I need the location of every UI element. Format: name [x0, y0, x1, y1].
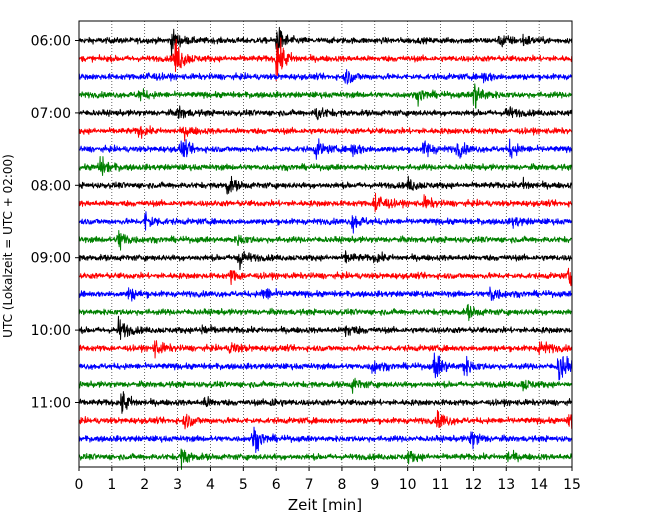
trace-line-0745 — [78, 155, 573, 176]
trace-line-1045 — [78, 377, 573, 394]
trace-line-0915 — [78, 267, 573, 287]
trace-line-0630 — [78, 69, 573, 85]
x-tick-label: 5 — [239, 477, 248, 493]
y-tick-label: 06:00 — [31, 34, 71, 50]
trace-line-0945 — [78, 303, 573, 322]
trace-line-0715 — [78, 125, 573, 142]
y-tick-label: 11:00 — [31, 396, 71, 412]
x-tick-label: 7 — [305, 477, 314, 493]
x-axis-label: Zeit [min] — [288, 496, 362, 514]
trace-line-0845 — [78, 230, 573, 251]
trace-line-0600 — [78, 26, 573, 57]
x-tick-label: 11 — [432, 477, 450, 493]
x-tick-label: 10 — [399, 477, 417, 493]
x-tick-label: 2 — [140, 477, 149, 493]
x-tick-label: 6 — [272, 477, 281, 493]
trace-line-0615 — [78, 37, 573, 82]
trace-line-1030 — [78, 352, 573, 381]
x-tick-label: 1 — [107, 477, 116, 493]
trace-line-1015 — [78, 340, 573, 359]
trace-line-0815 — [78, 192, 573, 213]
x-tick-label: 4 — [206, 477, 215, 493]
x-tick-label: 15 — [563, 477, 581, 493]
trace-line-1130 — [78, 426, 573, 454]
trace-line-1000 — [78, 315, 573, 341]
y-tick-label: 07:00 — [31, 106, 71, 122]
y-axis-ticks: 06:00 07:00 08:00 09:00 10:00 11:00 — [31, 34, 79, 412]
y-tick-label: 08:00 — [31, 178, 71, 194]
trace-line-0800 — [78, 175, 573, 195]
x-tick-label: 0 — [75, 477, 84, 493]
x-tick-label: 9 — [370, 477, 379, 493]
x-tick-label: 14 — [530, 477, 548, 493]
trace-line-0830 — [78, 211, 573, 234]
grid-lines — [111, 21, 540, 467]
trace-line-0645 — [78, 83, 573, 109]
y-axis-label: UTC (Lokalzeit = UTC + 02:00) — [1, 154, 15, 338]
trace-line-0930 — [78, 286, 573, 302]
trace-line-1145 — [78, 448, 573, 470]
x-tick-label: 8 — [337, 477, 346, 493]
x-tick-label: 13 — [497, 477, 515, 493]
plot-frame — [78, 20, 573, 468]
trace-line-1100 — [78, 391, 573, 414]
trace-line-1115 — [78, 409, 573, 430]
x-tick-label: 12 — [464, 477, 482, 493]
trace-line-0730 — [78, 138, 573, 160]
trace-line-0900 — [78, 250, 573, 271]
y-tick-label: 10:00 — [31, 323, 71, 339]
y-tick-label: 09:00 — [31, 251, 71, 267]
trace-line-0700 — [78, 105, 573, 121]
x-tick-label: 3 — [173, 477, 182, 493]
x-axis-ticks: 0 1 2 3 4 5 6 7 8 9 10 11 12 13 14 15 — [75, 467, 581, 493]
trace-lines — [78, 26, 573, 470]
